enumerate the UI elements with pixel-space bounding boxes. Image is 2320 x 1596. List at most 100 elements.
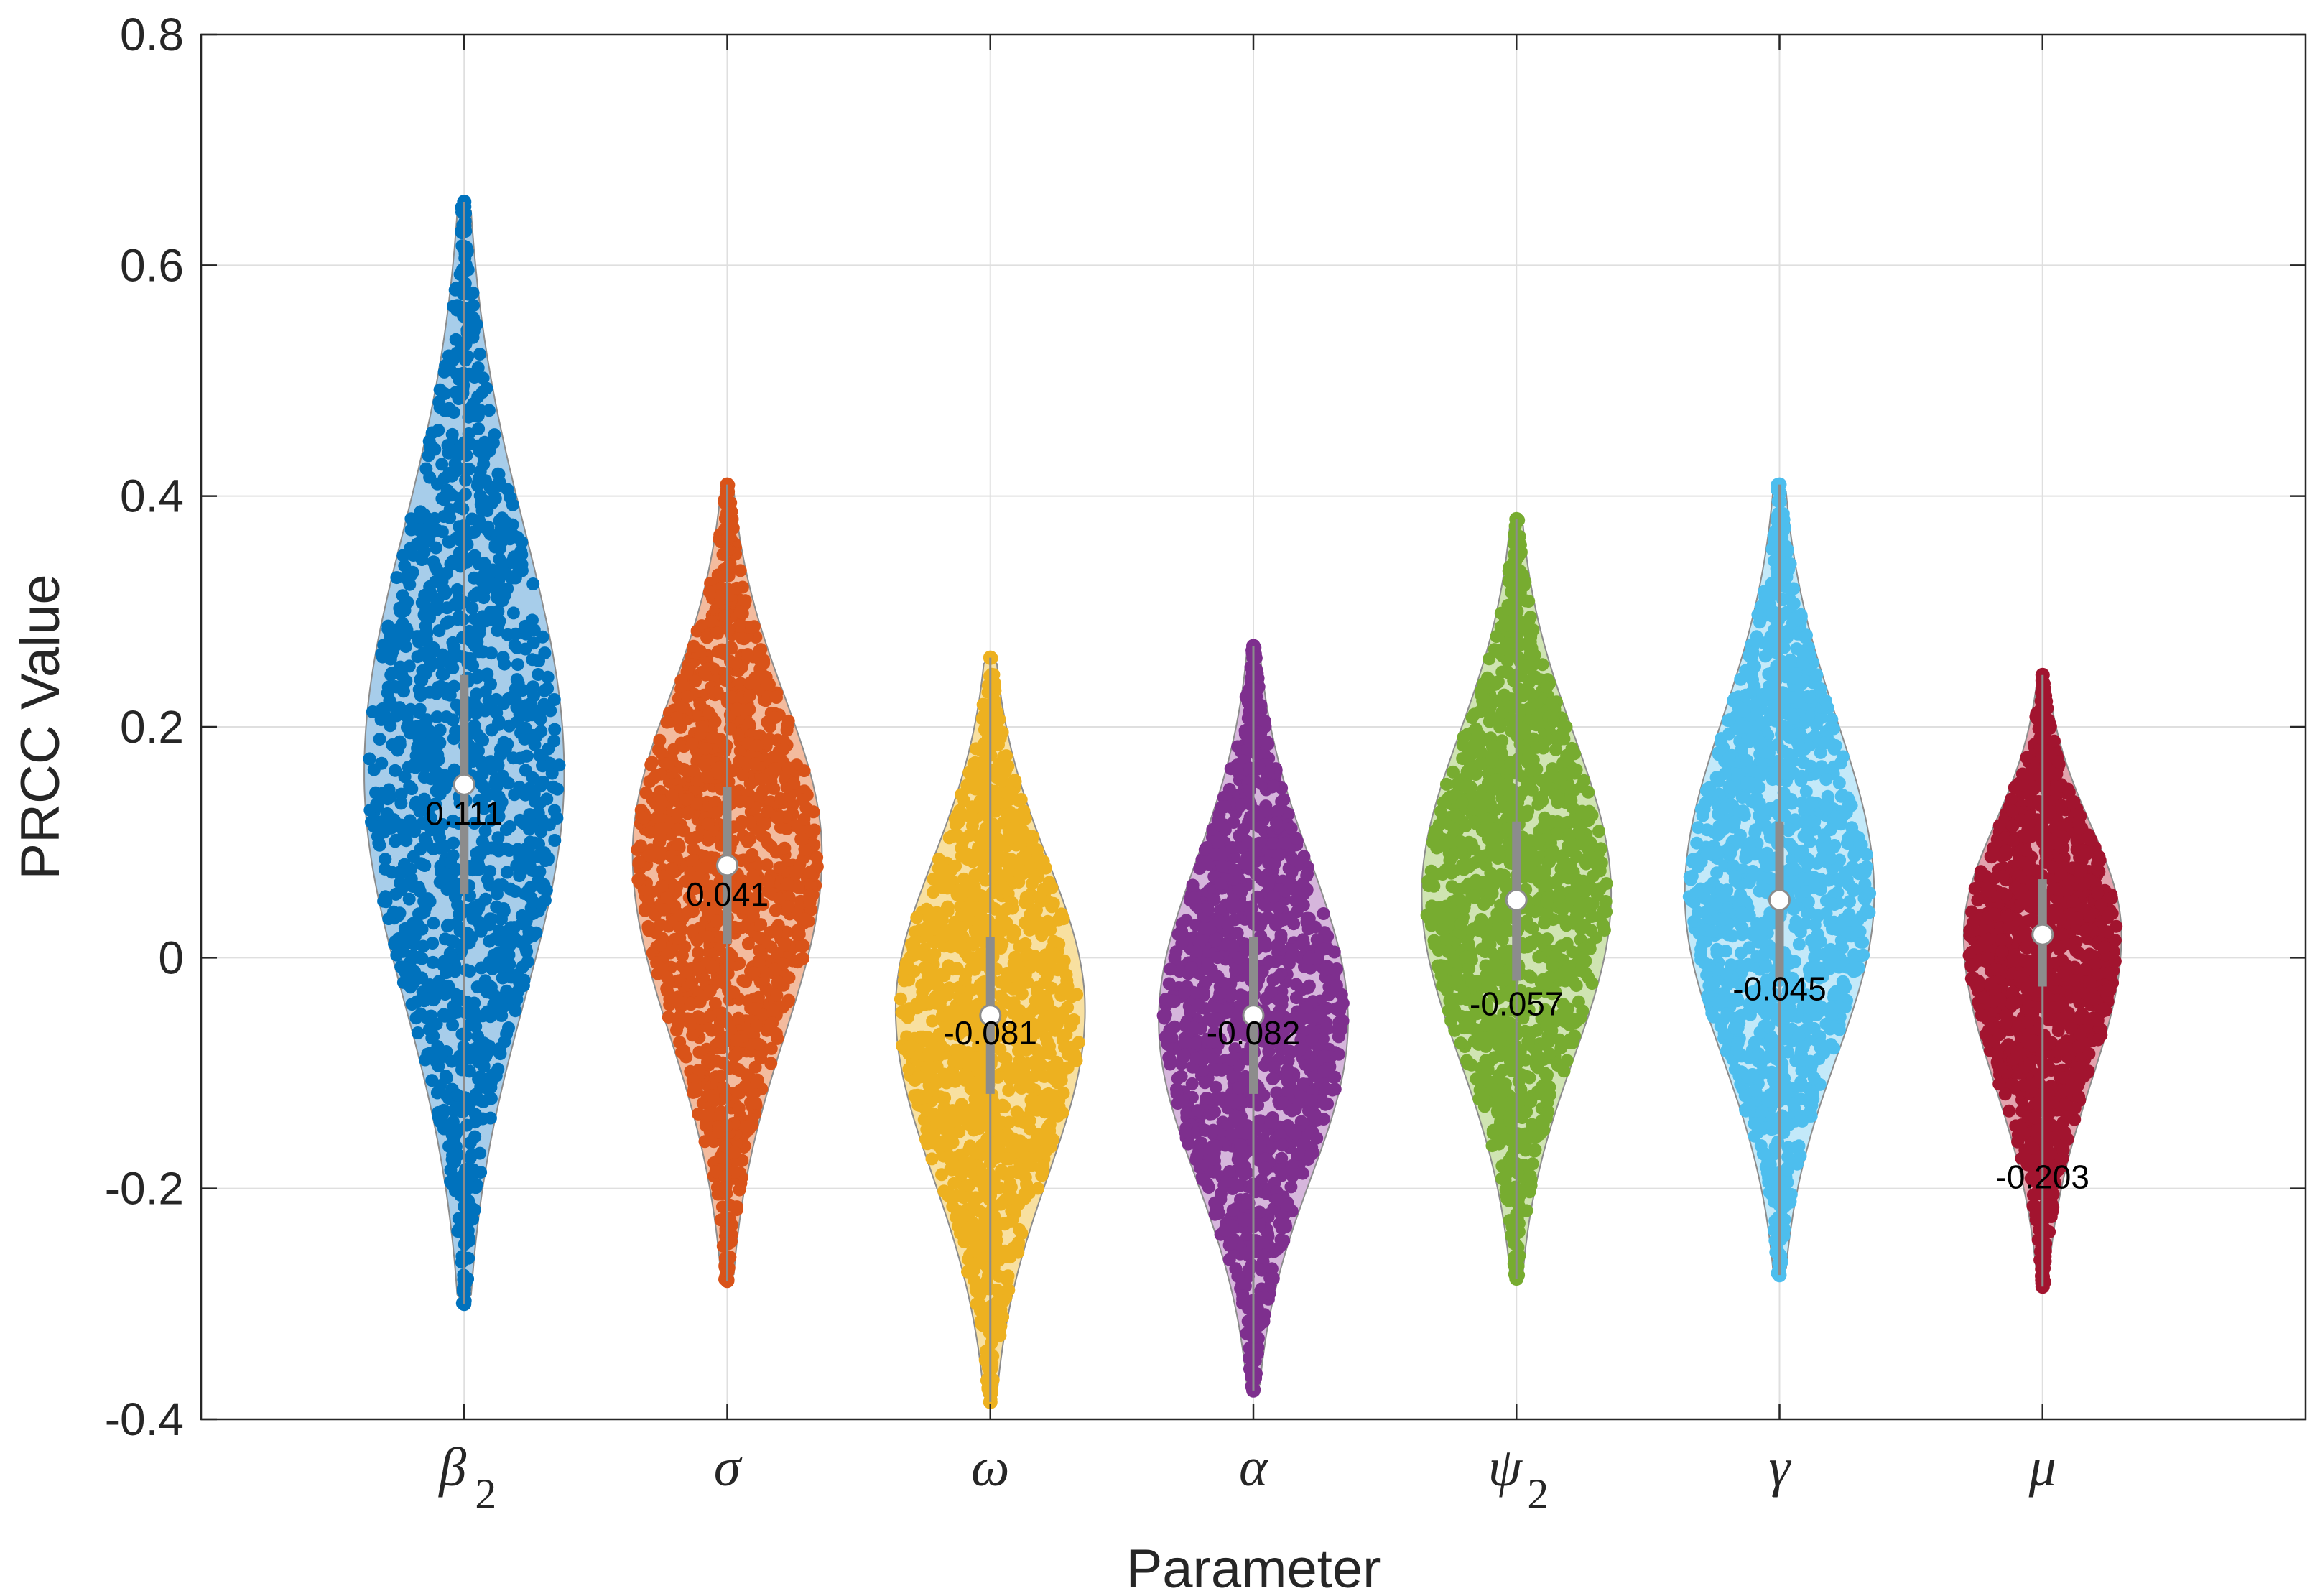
data-point	[493, 552, 506, 566]
data-point	[476, 920, 490, 934]
data-point	[711, 1024, 725, 1037]
data-point	[523, 808, 537, 822]
median-marker-beta_2	[453, 773, 475, 796]
data-point	[1271, 901, 1285, 914]
data-point	[1016, 823, 1029, 837]
data-point	[450, 1088, 464, 1102]
data-point	[938, 1185, 952, 1199]
data-point	[998, 766, 1012, 779]
data-point	[1279, 1217, 1292, 1231]
data-point	[440, 616, 453, 630]
data-point	[500, 984, 514, 998]
data-point	[527, 689, 540, 702]
data-point	[451, 613, 465, 626]
data-point	[710, 806, 723, 820]
data-point	[1047, 1133, 1060, 1146]
data-point	[475, 961, 488, 975]
data-point	[471, 390, 485, 404]
data-point	[440, 919, 454, 933]
data-point	[483, 444, 496, 458]
data-point	[471, 863, 485, 876]
data-point	[966, 951, 980, 965]
data-point	[536, 630, 549, 644]
data-point	[687, 843, 700, 855]
data-point	[655, 879, 669, 893]
data-point	[445, 1128, 459, 1141]
data-point	[548, 723, 562, 736]
data-point	[531, 850, 544, 863]
data-point	[679, 793, 693, 807]
data-point	[536, 759, 549, 773]
data-point	[423, 611, 436, 625]
data-point	[1259, 939, 1273, 953]
data-point	[937, 1100, 951, 1114]
data-point	[526, 577, 540, 590]
data-point	[958, 1111, 972, 1125]
data-point	[751, 1037, 765, 1051]
data-point	[1004, 853, 1018, 866]
data-point	[787, 776, 801, 790]
data-point	[769, 711, 782, 724]
data-point	[537, 684, 551, 697]
data-point	[417, 894, 431, 908]
data-point	[955, 1098, 968, 1111]
data-point	[446, 636, 460, 649]
data-point	[1317, 907, 1330, 920]
data-point	[1330, 1002, 1343, 1016]
data-point	[955, 908, 968, 922]
data-point	[433, 723, 447, 737]
data-point	[432, 768, 445, 781]
data-point	[1168, 951, 1182, 965]
data-point-tail	[722, 560, 736, 573]
data-point	[449, 333, 463, 346]
data-point	[379, 812, 392, 826]
data-point	[468, 1115, 482, 1129]
data-point	[384, 668, 398, 682]
data-point	[1024, 1103, 1038, 1116]
data-point	[403, 577, 417, 591]
data-point	[1319, 1082, 1333, 1095]
data-point	[486, 611, 499, 624]
data-point-tail	[982, 1319, 996, 1333]
data-point	[904, 1039, 917, 1053]
data-point	[769, 962, 782, 976]
data-point	[1057, 982, 1070, 996]
data-point	[997, 882, 1011, 896]
data-point	[962, 829, 976, 843]
data-point	[945, 863, 958, 877]
data-point	[528, 738, 542, 751]
data-point	[1006, 930, 1020, 944]
data-point	[448, 1155, 462, 1169]
data-point	[463, 1151, 477, 1165]
data-point	[468, 639, 482, 653]
data-point	[710, 626, 724, 640]
data-point	[440, 601, 454, 615]
data-point	[927, 886, 940, 899]
data-point-tail	[459, 1175, 473, 1189]
data-point	[534, 779, 547, 793]
data-point	[505, 556, 519, 570]
data-point	[496, 651, 510, 664]
data-point	[732, 1101, 746, 1115]
data-point	[729, 657, 743, 669]
data-point	[923, 1084, 937, 1098]
data-point	[435, 648, 449, 662]
data-point	[488, 1000, 502, 1013]
data-point	[657, 903, 671, 917]
median-marker-sigma	[716, 854, 738, 877]
data-point	[730, 702, 744, 715]
data-point	[407, 975, 421, 989]
data-point	[773, 861, 787, 875]
data-point	[1210, 1204, 1223, 1217]
data-point	[643, 849, 656, 863]
data-point	[418, 859, 432, 872]
data-point	[445, 427, 459, 441]
data-point	[723, 722, 737, 736]
data-point	[1021, 947, 1035, 961]
data-point	[491, 623, 504, 637]
data-point	[757, 657, 771, 670]
data-point	[402, 933, 415, 947]
data-point	[968, 924, 982, 938]
data-point	[911, 1070, 925, 1084]
data-point	[755, 772, 769, 786]
